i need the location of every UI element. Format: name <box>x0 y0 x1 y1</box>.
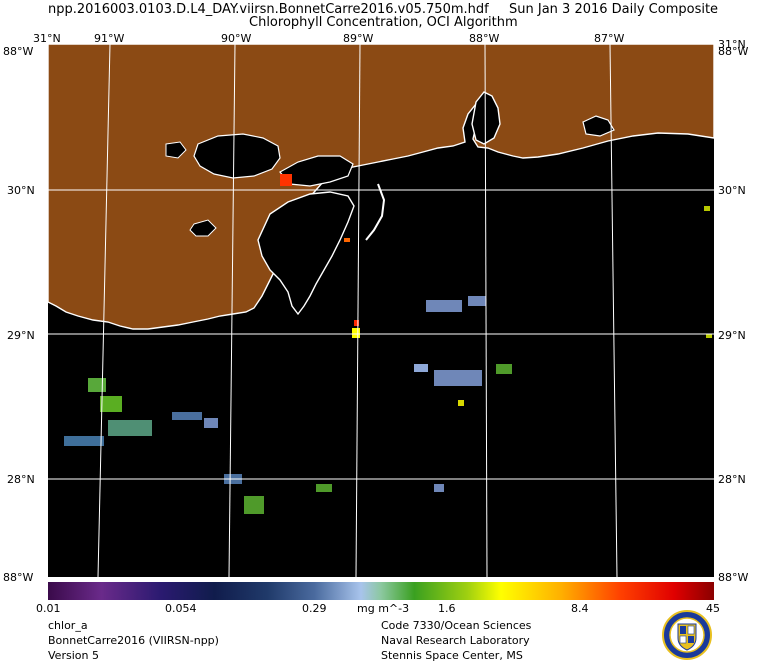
pensacola-bay <box>582 115 615 137</box>
chl-patch-yellow <box>352 328 360 338</box>
lon-label-89w-top: 89°W <box>343 32 374 45</box>
map-canvas <box>48 44 714 577</box>
corner-lat-label-tl: 31°N <box>33 32 61 45</box>
colorbar-fill <box>48 582 714 600</box>
chl-patch-yellow-4 <box>706 334 712 338</box>
footer-left: chlor_a BonnetCarre2016 (VIIRSN-npp) Ver… <box>48 618 219 663</box>
lake-salvador <box>189 219 217 237</box>
chl-patch-blue-5 <box>64 436 104 446</box>
colorbar <box>48 582 714 600</box>
chl-patch-blue-6 <box>172 412 202 420</box>
chl-patch-green-2 <box>88 378 106 392</box>
org-name: Naval Research Laboratory <box>381 634 530 647</box>
colorbar-tick-4: 8.4 <box>571 602 589 615</box>
chl-patch-blue-1 <box>426 300 462 312</box>
lat-label-30n-right: 30°N <box>718 184 746 197</box>
corner-lon-label-right-bottom: 88°W <box>718 571 749 584</box>
meridian-91w <box>97 44 111 577</box>
lon-label-90w-top: 90°W <box>221 32 252 45</box>
chl-patch-green-3 <box>100 396 122 412</box>
corner-lon-label-left-bottom: 88°W <box>3 571 34 584</box>
product-name: chlor_a <box>48 619 88 632</box>
chl-patch-red-small <box>354 320 359 326</box>
lon-label-91w-top: 91°W <box>94 32 125 45</box>
footer-right: Code 7330/Ocean Sciences Naval Research … <box>381 618 531 663</box>
corner-lon-label-left-top: 88°W <box>3 45 34 58</box>
chl-patch-yellow-3 <box>704 206 710 211</box>
graticule <box>48 44 714 577</box>
seal-icon <box>662 610 712 660</box>
nrl-seal-logo <box>662 610 712 660</box>
lake-borgne <box>279 155 354 187</box>
map-panel <box>48 44 714 577</box>
chl-patch-blue-9 <box>434 484 444 492</box>
lake-west <box>165 141 187 159</box>
colorbar-units: mg m^-3 <box>357 602 410 615</box>
chl-patch-green-6 <box>316 484 332 492</box>
meridian-87w <box>609 44 618 577</box>
product-title: Chlorophyll Concentration, OCI Algorithm <box>249 15 518 30</box>
meridian-90w <box>228 44 236 577</box>
colorbar-tick-0: 0.01 <box>36 602 61 615</box>
lat-label-29n-left: 29°N <box>7 329 35 342</box>
chl-patch-green-4 <box>108 420 152 436</box>
colorbar-tick-2: 0.29 <box>302 602 327 615</box>
chl-patch-green-1 <box>496 364 512 374</box>
colorbar-tick-5: 45 <box>706 602 720 615</box>
lat-label-28n-right: 28°N <box>718 473 746 486</box>
mobile-bay <box>471 91 501 145</box>
lon-label-88w-top: 88°W <box>469 32 500 45</box>
colorbar-tick-1: 0.054 <box>165 602 197 615</box>
chl-patch-blue-4 <box>414 364 428 372</box>
file-name: npp.2016003.0103.D.L4_DAY.viirsn.BonnetC… <box>48 2 489 17</box>
corner-lon-label-right-top: 88°W <box>718 45 749 58</box>
chl-patch-green-5 <box>244 496 264 514</box>
corner-lat-label-tr: 31°N <box>718 38 746 51</box>
dataset-name: BonnetCarre2016 (VIIRSN-npp) <box>48 634 219 647</box>
org-code: Code 7330/Ocean Sciences <box>381 619 532 632</box>
lat-label-29n-right: 29°N <box>718 329 746 342</box>
lake-pontchartrain <box>193 133 281 179</box>
version-label: Version 5 <box>48 649 99 662</box>
chl-patch-red <box>280 174 292 186</box>
lat-label-30n-left: 30°N <box>7 184 35 197</box>
colorbar-gradient <box>48 582 714 600</box>
date-label: Sun Jan 3 2016 Daily Composite <box>509 2 719 17</box>
meridian-88w <box>484 44 488 577</box>
chl-patch-orange <box>344 238 350 242</box>
chandeleur-islands <box>365 183 386 241</box>
chl-patch-blue-7 <box>204 418 218 428</box>
delta-marsh <box>257 191 355 316</box>
lat-label-28n-left: 28°N <box>7 473 35 486</box>
chl-patch-yellow-2 <box>458 400 464 406</box>
chl-patch-blue-3 <box>434 370 482 386</box>
lon-label-87w-top: 87°W <box>594 32 625 45</box>
chl-patch-blue-2 <box>468 296 486 306</box>
meridian-89w <box>355 44 361 577</box>
org-location: Stennis Space Center, MS <box>381 649 523 662</box>
colorbar-tick-3: 1.6 <box>438 602 456 615</box>
